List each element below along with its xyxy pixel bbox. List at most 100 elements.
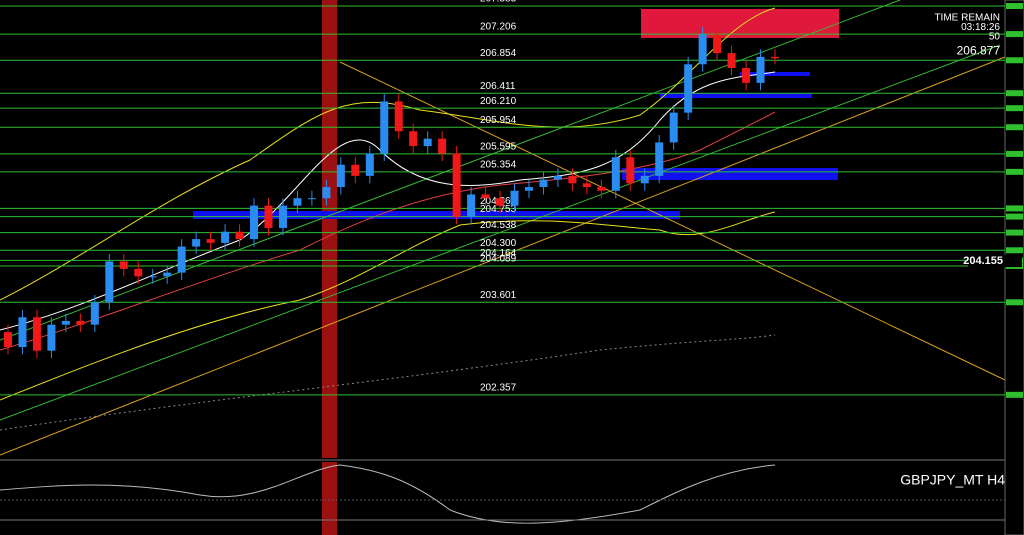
- candle-body: [713, 34, 722, 54]
- axis-level-tag: [1006, 124, 1023, 131]
- candle-body: [524, 187, 533, 191]
- candle-body: [250, 205, 259, 240]
- candle-body: [134, 268, 143, 277]
- level-label: 203.601: [480, 290, 517, 301]
- candle-body: [582, 183, 591, 188]
- trend-channel: [0, 0, 901, 341]
- candle-body: [76, 320, 85, 325]
- candle-body: [539, 179, 548, 188]
- candle-body: [409, 131, 418, 147]
- axis-level-tag: [1006, 299, 1023, 306]
- demand-zone: [740, 72, 810, 76]
- moving-average-fast: [0, 71, 776, 331]
- envelope-lower: [0, 211, 776, 401]
- candle-body: [568, 175, 577, 184]
- candle-body: [32, 317, 41, 351]
- bid-price: 204.155: [963, 255, 1003, 267]
- level-label: 207.583: [480, 0, 517, 5]
- candle-body: [105, 261, 114, 303]
- axis-level-tag: [1006, 90, 1023, 97]
- info-text: 206.877: [957, 44, 1001, 58]
- candle-body: [756, 56, 765, 83]
- candle-body: [423, 138, 432, 147]
- demand-zone: [193, 211, 680, 219]
- candle-body: [61, 320, 70, 325]
- candle-body: [336, 164, 345, 188]
- candle-body: [380, 101, 389, 154]
- trend-line: [0, 54, 1011, 456]
- supply-zone: [641, 9, 839, 38]
- oscillator-line: [0, 464, 776, 524]
- candle-body: [47, 324, 56, 351]
- candle-body: [192, 239, 201, 247]
- candle-body: [771, 56, 779, 59]
- axis-level-tag: [1006, 168, 1023, 175]
- candle-body: [698, 34, 707, 65]
- symbol-label: GBPJPY_MT H4: [900, 472, 1005, 488]
- trend-line: [339, 61, 1006, 381]
- level-label: 205.354: [480, 160, 517, 171]
- candle-body: [119, 261, 128, 269]
- candle-body: [467, 194, 476, 217]
- level-label: 206.210: [480, 96, 517, 107]
- level-label: 204.538: [480, 220, 517, 231]
- axis-level-tag: [1006, 31, 1023, 38]
- info-text: TIME REMAIN: [934, 13, 1000, 24]
- axis-level-tag: [1006, 105, 1023, 112]
- axis-level-tag: [1006, 213, 1023, 220]
- candle-body: [264, 205, 273, 228]
- session-band-lower: [322, 462, 337, 535]
- axis-level-tag: [1006, 57, 1023, 64]
- level-label: 205.954: [480, 115, 517, 126]
- level-label: 206.854: [480, 48, 517, 59]
- level-label: 204.300: [480, 238, 517, 249]
- candle-body: [221, 231, 230, 243]
- info-text: 03:18:26: [961, 22, 1000, 33]
- candle-body: [684, 64, 693, 113]
- candle-body: [235, 231, 244, 240]
- indicator-lines: [0, 0, 1011, 456]
- level-label: 204.753: [480, 204, 517, 215]
- candle-body: [669, 112, 678, 143]
- candle-body: [293, 198, 302, 206]
- bid-tag: [968, 255, 1022, 268]
- candle-body: [481, 194, 490, 199]
- candle-body: [553, 175, 562, 180]
- candle-body: [496, 198, 505, 206]
- candle-body: [278, 205, 287, 228]
- candle-body: [322, 187, 331, 199]
- level-label: 205.595: [480, 142, 517, 153]
- moving-average-long: [0, 334, 776, 431]
- level-label: 204.164: [480, 248, 517, 259]
- candle-body: [597, 187, 606, 191]
- axis-level-tag: [1006, 391, 1023, 398]
- envelope-upper: [0, 7, 776, 301]
- candle-body: [365, 153, 374, 176]
- axis-level-tag: [1006, 150, 1023, 157]
- level-label: 207.206: [480, 22, 517, 33]
- candle-body: [394, 101, 403, 132]
- candle-body: [18, 317, 27, 347]
- candle-body: [177, 246, 186, 273]
- candle-body: [742, 68, 751, 83]
- candle-body: [307, 198, 316, 200]
- axis-level-tag: [1006, 3, 1023, 10]
- candle-body: [438, 138, 447, 154]
- axis-level-tag: [1006, 247, 1023, 254]
- candle-body: [626, 157, 635, 184]
- candle-body: [163, 272, 172, 277]
- candle-body: [351, 164, 360, 176]
- session-band: [322, 0, 337, 458]
- demand-zone: [622, 168, 838, 180]
- info-text: 50: [989, 32, 1001, 43]
- candle-body: [206, 239, 215, 243]
- candle-body: [510, 190, 519, 206]
- level-label: 204.089: [480, 254, 517, 265]
- candle-body: [452, 153, 461, 217]
- candle-body: [655, 142, 664, 176]
- candle-body: [727, 53, 736, 69]
- candle-body: [611, 157, 620, 191]
- level-label: 202.357: [480, 382, 517, 393]
- candle-body: [148, 276, 157, 278]
